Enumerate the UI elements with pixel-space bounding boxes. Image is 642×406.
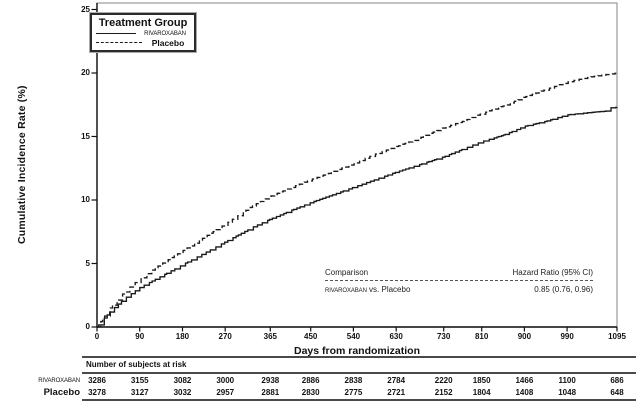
hazard-ratio-table: Comparison Hazard Ratio (95% CI) RIVAROX… [325, 268, 593, 296]
risk-cell: 1466 [515, 376, 534, 385]
risk-cell: 1850 [472, 376, 491, 385]
y-axis-title: Cumulative Incidence Rate (%) [16, 85, 28, 245]
y-tick-label: 10 [81, 195, 90, 204]
x-tick-label: 365 [263, 332, 277, 341]
risk-cell: 1804 [472, 387, 491, 397]
solid-line-swatch [96, 33, 136, 34]
risk-cell: 3286 [88, 376, 106, 385]
y-tick-label: 25 [81, 4, 90, 14]
hazard-ratio-table-header: Comparison Hazard Ratio (95% CI) [325, 268, 593, 278]
risk-cell: 2957 [216, 387, 235, 397]
x-tick-label: 270 [218, 332, 232, 341]
risk-cell: 686 [610, 376, 624, 385]
risk-cell: 1100 [558, 376, 576, 385]
dashed-line-swatch [96, 42, 142, 43]
dashed-divider [325, 280, 593, 281]
x-axis-title: Days from randomization [293, 345, 421, 357]
legend-item-label: RIVAROXABAN [144, 30, 186, 37]
risk-table-header-rule [82, 372, 636, 374]
comparison-rest: vs. Placebo [369, 285, 411, 294]
comparison-cell: RIVAROXABAN vs. Placebo [325, 285, 410, 296]
legend-item-placebo: Placebo [92, 37, 194, 48]
series-rivaroxaban-curve [97, 106, 618, 328]
y-tick-label: 15 [81, 131, 90, 141]
y-tick-label: 0 [85, 322, 90, 331]
legend-title: Treatment Group [98, 17, 188, 29]
hazard-ratio-value: 0.85 (0.76, 0.96) [534, 285, 593, 294]
risk-cell: 3032 [173, 387, 192, 397]
x-tick-label: 180 [175, 332, 190, 341]
risk-cell: 1408 [515, 387, 534, 397]
x-tick-label: 540 [346, 332, 361, 341]
risk-cell: 2938 [261, 376, 280, 385]
comparison-header: Comparison [325, 268, 369, 277]
hazard-ratio-row: RIVAROXABAN vs. Placebo 0.85 (0.76, 0.96… [325, 285, 593, 296]
risk-cell: 2886 [301, 376, 320, 385]
x-tick-label: 0 [94, 332, 100, 341]
x-tick-label: 1095 [608, 332, 626, 341]
x-tick-label: 810 [474, 332, 489, 341]
comparison-group: RIVAROXABAN [325, 288, 367, 294]
risk-cell: 3278 [88, 387, 106, 397]
x-tick-label: 730 [436, 332, 451, 341]
y-tick-label: 20 [81, 68, 90, 77]
risk-cell: 2152 [434, 387, 453, 397]
y-tick-label: 5 [85, 258, 90, 268]
risk-cell: 2838 [344, 376, 363, 385]
x-tick-label: 900 [517, 332, 532, 341]
risk-cell: 2881 [261, 387, 280, 397]
risk-cell: 2220 [434, 376, 453, 385]
series-placebo-curve [97, 72, 618, 328]
risk-table-top-rule [82, 356, 636, 358]
x-tick-label: 90 [135, 332, 145, 341]
risk-cell: 2830 [301, 387, 320, 397]
hazard-ratio-header: Hazard Ratio (95% CI) [512, 268, 593, 277]
risk-cell: 648 [610, 387, 624, 397]
x-tick-label: 450 [304, 332, 318, 341]
risk-cell: 2721 [387, 387, 406, 397]
risk-cell: 2784 [387, 376, 406, 385]
risk-cell: 3000 [216, 376, 235, 385]
risk-table-bottom-rule [82, 399, 636, 401]
risk-cell: 3082 [173, 376, 192, 385]
legend-item-rivaroxaban: RIVAROXABAN [92, 29, 194, 38]
risk-table-title: Number of subjects at risk [86, 360, 187, 369]
risk-cell: 3127 [130, 387, 149, 397]
risk-row-label-placebo: Placebo [43, 387, 80, 398]
risk-row-label-rivaroxaban: RIVAROXABAN [38, 377, 80, 384]
risk-cell: 1048 [558, 387, 577, 397]
risk-cell: 2775 [344, 387, 363, 397]
risk-cell: 3155 [130, 376, 149, 385]
legend-item-label: Placebo [151, 37, 185, 48]
x-tick-label: 990 [560, 332, 574, 341]
legend-box: Treatment Group RIVAROXABAN Placebo [90, 13, 196, 52]
x-tick-label: 630 [389, 332, 403, 341]
